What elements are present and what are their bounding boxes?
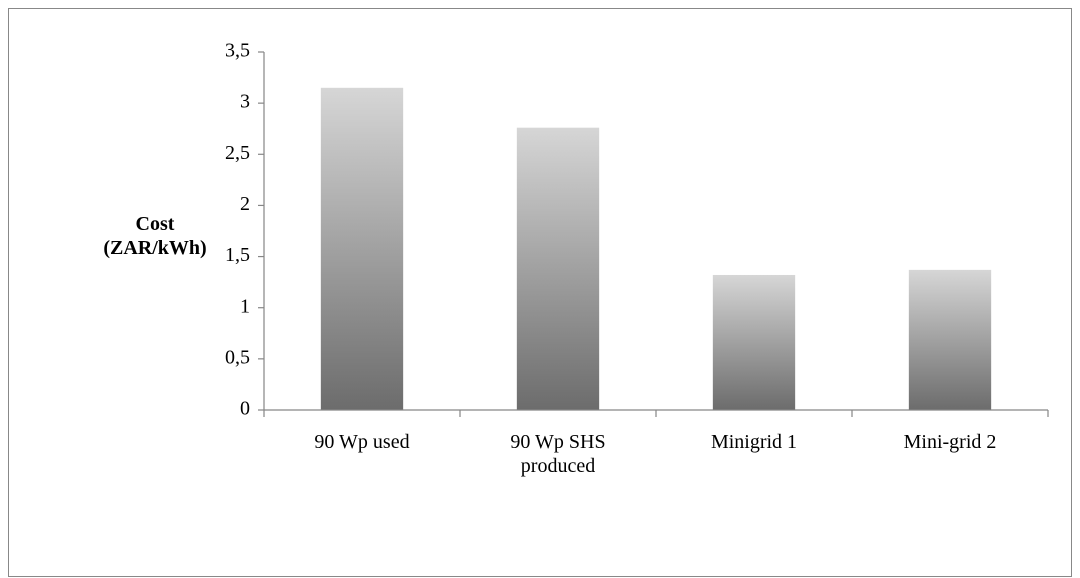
x-tick-label-box: 90 Wp SHS produced xyxy=(510,431,606,477)
y-tick-label: 2,5 xyxy=(225,142,250,164)
bar xyxy=(908,269,992,410)
y-axis-title: Cost (ZAR/kWh) xyxy=(103,213,207,259)
y-tick-label: 1 xyxy=(240,295,250,317)
x-tick-label: Mini-grid 2 xyxy=(903,431,997,453)
x-tick-label-box: Minigrid 1 xyxy=(710,431,798,453)
bar xyxy=(320,87,404,411)
y-tick-label: 3 xyxy=(240,91,250,113)
x-tick-label-box: 90 Wp used xyxy=(314,431,410,453)
y-tick-label: 1,5 xyxy=(225,244,250,266)
y-tick-label: 3,5 xyxy=(225,40,250,62)
y-tick-label: 0 xyxy=(240,398,250,420)
y-tick-label: 0,5 xyxy=(225,346,250,368)
bar xyxy=(516,127,600,410)
x-tick-label: 90 Wp SHS produced xyxy=(510,431,606,477)
x-tick-label: Minigrid 1 xyxy=(710,431,798,453)
x-tick-label: 90 Wp used xyxy=(314,431,410,453)
y-axis-title-box: Cost (ZAR/kWh) xyxy=(103,213,207,259)
y-tick-label: 2 xyxy=(240,193,250,215)
bar xyxy=(712,274,796,410)
x-tick-label-box: Mini-grid 2 xyxy=(903,431,997,453)
